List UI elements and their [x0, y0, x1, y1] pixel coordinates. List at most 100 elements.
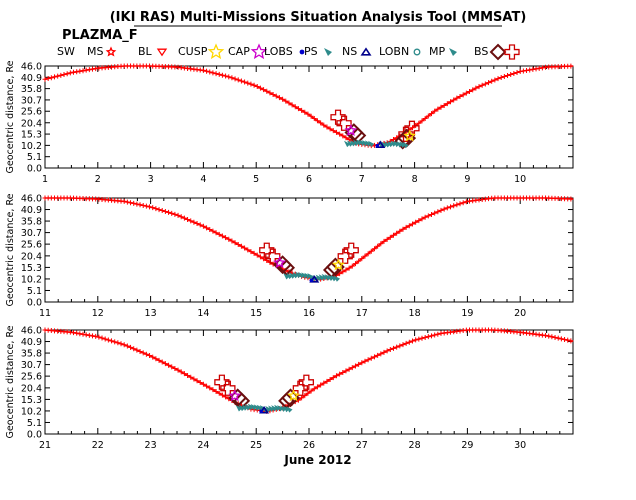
- orbit-point: [86, 332, 92, 338]
- legend-label: NS: [342, 45, 357, 58]
- orbit-point: [432, 210, 438, 216]
- orbit-point: [343, 267, 349, 273]
- orbit-point: [118, 341, 124, 347]
- orbit-point: [492, 77, 498, 83]
- orbit-point: [71, 330, 77, 336]
- orbit-point: [200, 381, 206, 387]
- orbit-point: [425, 113, 431, 119]
- orbit-point: [156, 207, 162, 213]
- orbit-point: [210, 387, 216, 393]
- ps-marker: [301, 272, 308, 279]
- orbit-point: [340, 269, 346, 275]
- orbit-point: [337, 371, 343, 377]
- orbit-point: [128, 344, 134, 350]
- orbit-point: [511, 71, 517, 77]
- orbit-point: [137, 202, 143, 208]
- legend-symbol-cusp: [207, 43, 225, 60]
- legend-label: BL: [138, 45, 153, 58]
- boundary-star-marker: [331, 258, 345, 271]
- ps-marker: [393, 140, 400, 148]
- orbit-point: [539, 65, 545, 71]
- ps-marker: [390, 140, 397, 147]
- orbit-point: [124, 343, 130, 349]
- orbit-point: [451, 97, 457, 103]
- orbit-point: [213, 71, 219, 77]
- orbit-point: [229, 238, 235, 244]
- orbit-point: [207, 385, 213, 391]
- orbit-point: [128, 200, 134, 206]
- orbit-point: [143, 351, 149, 357]
- lobs-marker: [375, 143, 380, 148]
- orbit-point: [562, 336, 568, 342]
- orbit-point: [565, 337, 571, 343]
- orbit-point: [159, 359, 165, 365]
- orbit-point: [324, 124, 330, 130]
- orbit-point: [166, 209, 172, 215]
- y-tick-label: 40.9: [21, 337, 42, 348]
- orbit-point: [194, 221, 200, 227]
- orbit-point: [463, 90, 469, 96]
- orbit-point: [337, 131, 343, 137]
- ps-marker: [286, 272, 293, 280]
- orbit-point: [295, 106, 301, 112]
- legend-label: CAP: [228, 45, 250, 58]
- orbit-point: [299, 395, 305, 401]
- orbit-point: [428, 333, 434, 339]
- orbit-point: [121, 198, 127, 204]
- orbit-point: [359, 360, 365, 366]
- orbit-point: [387, 347, 393, 353]
- bs-marker: [259, 242, 275, 258]
- orbit-point: [384, 236, 390, 242]
- x-tick-label: 27: [356, 440, 368, 451]
- orbit-point: [444, 205, 450, 211]
- x-tick-label: 14: [197, 308, 209, 319]
- orbit-point: [568, 196, 574, 202]
- orbit-point: [270, 91, 276, 97]
- orbit-point: [93, 333, 99, 339]
- orbit-point: [102, 336, 108, 342]
- orbit-point: [343, 368, 349, 374]
- legend-label: MS: [87, 45, 103, 58]
- orbit-point: [61, 72, 67, 78]
- orbit-point: [251, 82, 257, 88]
- bs-marker: [336, 115, 352, 131]
- orbit-point: [352, 261, 358, 267]
- legend-label: PS: [304, 45, 318, 58]
- orbit-point: [428, 111, 434, 117]
- y-tick-label: 30.7: [21, 360, 42, 371]
- x-tick-label: 8: [412, 174, 418, 185]
- orbit-point: [52, 74, 58, 80]
- orbit-point: [185, 216, 191, 222]
- orbit-point: [64, 71, 70, 77]
- orbit-point: [378, 351, 384, 357]
- x-tick-label: 13: [145, 308, 157, 319]
- orbit-point: [169, 210, 175, 216]
- orbit-point: [109, 338, 115, 344]
- orbit-point: [451, 203, 457, 209]
- x-tick-label: 21: [39, 440, 51, 451]
- ps-marker: [355, 139, 363, 146]
- orbit-point: [286, 100, 292, 106]
- orbit-point: [261, 87, 267, 93]
- y-tick-label: 0.0: [27, 430, 42, 441]
- orbit-point: [419, 118, 425, 124]
- orbit-point: [558, 336, 564, 342]
- orbit-point: [71, 69, 77, 75]
- legend-symbol-lobn: [413, 48, 421, 56]
- orbit-point: [210, 228, 216, 234]
- orbit-point: [536, 65, 542, 71]
- orbit-point: [77, 68, 83, 74]
- y-tick-label: 20.4: [21, 251, 42, 262]
- orbit-point: [343, 135, 349, 141]
- orbit-point: [194, 378, 200, 384]
- orbit-point: [422, 214, 428, 220]
- orbit-point: [162, 361, 168, 367]
- ps-marker: [292, 272, 299, 279]
- orbit-point: [397, 228, 403, 234]
- y-tick-label: 20.4: [21, 383, 42, 394]
- plot-frame: [44, 197, 574, 303]
- ps-marker: [280, 405, 287, 412]
- orbit-point: [248, 249, 254, 255]
- orbit-point: [289, 102, 295, 108]
- x-tick-label: 30: [514, 440, 526, 451]
